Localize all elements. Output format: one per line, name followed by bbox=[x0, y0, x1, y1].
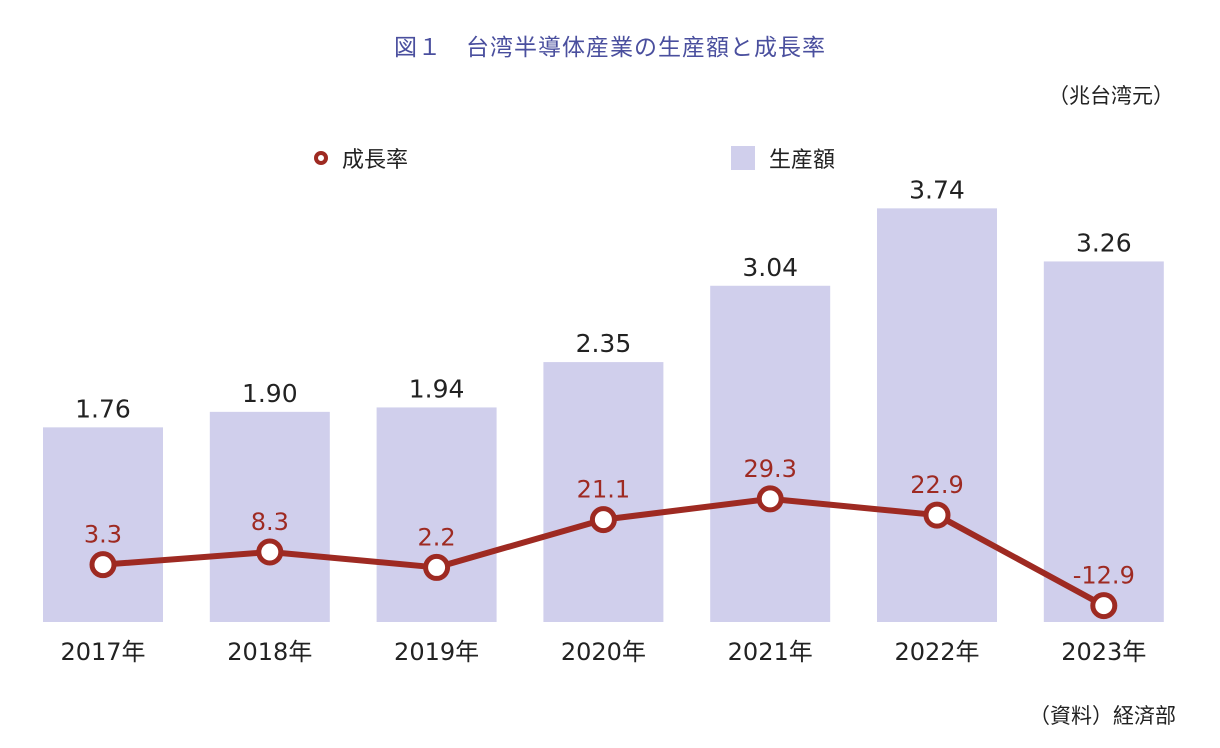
growth-rate-label: 8.3 bbox=[251, 508, 289, 536]
bar-value-label: 3.74 bbox=[909, 175, 965, 204]
growth-rate-label: 21.1 bbox=[577, 476, 630, 504]
growth-rate-point bbox=[89, 551, 117, 579]
x-tick-label: 2018年 bbox=[227, 638, 312, 666]
growth-rate-point bbox=[756, 485, 784, 513]
growth-rate-label: 3.3 bbox=[84, 521, 122, 549]
bar-value-label: 1.90 bbox=[242, 379, 298, 408]
growth-rate-point bbox=[256, 538, 284, 566]
legend-item-rate: 成長率 bbox=[309, 142, 409, 174]
bar-value-label: 3.04 bbox=[742, 253, 798, 282]
x-tick-label: 2021年 bbox=[728, 638, 813, 666]
bar-value-label: 3.26 bbox=[1076, 228, 1132, 257]
x-tick-label: 2022年 bbox=[894, 638, 979, 666]
bar-value-label: 2.35 bbox=[576, 329, 632, 358]
growth-rate-point bbox=[589, 506, 617, 534]
bar-value-label: 1.76 bbox=[75, 394, 131, 423]
bar-production bbox=[710, 285, 831, 622]
growth-rate-label: 2.2 bbox=[418, 523, 456, 551]
growth-rate-label: 22.9 bbox=[910, 471, 963, 499]
bar-production bbox=[209, 411, 330, 622]
bar-production bbox=[543, 362, 664, 622]
bar-value-label: 1.94 bbox=[409, 374, 465, 403]
growth-rate-point bbox=[423, 553, 451, 581]
x-tick-label: 2020年 bbox=[561, 638, 646, 666]
growth-rate-label: 29.3 bbox=[743, 455, 796, 483]
legend-label-production: 生産額 bbox=[769, 148, 836, 173]
legend-label-rate: 成長率 bbox=[342, 148, 409, 173]
x-tick-label: 2019年 bbox=[394, 638, 479, 666]
bar-production bbox=[43, 427, 163, 622]
bar-production bbox=[1043, 261, 1164, 622]
chart-title: 図１ 台湾半導体産業の生産額と成長率 bbox=[394, 35, 826, 61]
x-tick-label: 2017年 bbox=[60, 638, 145, 666]
growth-rate-point bbox=[923, 501, 951, 529]
x-tick-label: 2023年 bbox=[1061, 638, 1146, 666]
source-label: （資料）経済部 bbox=[1029, 704, 1176, 728]
bar-production bbox=[376, 407, 497, 622]
legend-bar-swatch-icon bbox=[731, 146, 755, 170]
growth-rate-point bbox=[1090, 592, 1118, 620]
growth-rate-label: -12.9 bbox=[1073, 562, 1135, 590]
legend-line-marker-icon bbox=[309, 151, 339, 165]
legend-item-production: 生産額 bbox=[731, 142, 835, 174]
bar-production bbox=[877, 208, 997, 622]
unit-label: （兆台湾元） bbox=[1048, 84, 1174, 108]
